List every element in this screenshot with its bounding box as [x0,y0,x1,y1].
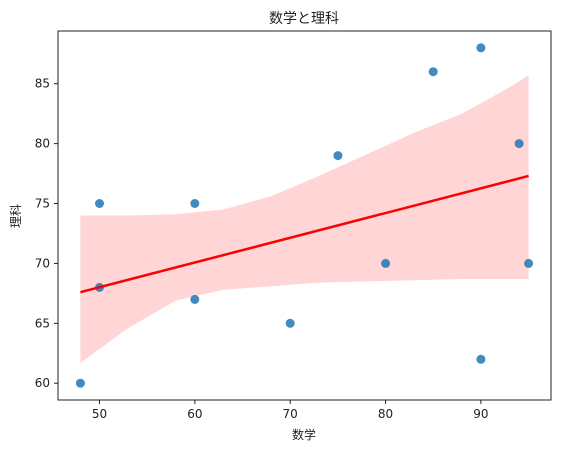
x-axis: 50 60 70 80 90 [92,400,489,421]
x-tick-label: 80 [378,407,393,421]
x-axis-label: 数学 [292,427,316,442]
chart-title: 数学と理科 [269,11,339,27]
y-tick-label: 75 [35,197,50,211]
scatter-point [95,199,104,208]
regression-line-layer [80,174,529,294]
regression-line [80,174,529,294]
x-tick-label: 90 [473,407,488,421]
scatter-points-layer [75,43,534,388]
y-tick-label: 70 [35,256,50,270]
scatter-point [428,67,438,77]
y-tick-label: 85 [35,77,50,91]
scatter-point [476,43,486,53]
confidence-band [80,75,529,363]
scatter-point [190,294,200,304]
x-tick-label: 60 [187,407,202,421]
y-tick-label: 60 [35,376,50,390]
y-axis: 60 65 70 75 80 85 [35,77,58,390]
scatter-point [333,151,343,161]
y-axis-label: 理科 [9,204,23,228]
scatter-point [190,199,200,208]
scatter-point [476,354,486,364]
scatter-point [514,139,524,149]
y-tick-label: 80 [35,137,50,151]
x-tick-label: 50 [92,407,107,421]
confidence-band-layer [80,75,529,363]
scatter-point [381,258,391,268]
x-tick-label: 70 [283,407,298,421]
plot-frame [57,30,552,401]
scatter-point [285,318,295,328]
scatter-point [524,258,534,268]
scatter-point [75,378,85,388]
y-tick-label: 65 [35,316,50,330]
